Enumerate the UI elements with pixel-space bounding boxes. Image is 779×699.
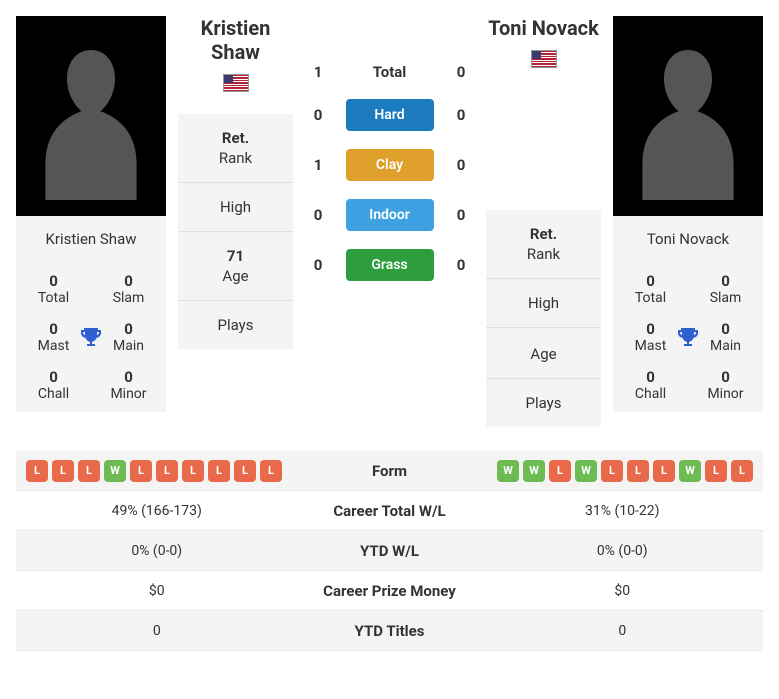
p1-titles-minor: 0 [95,368,162,386]
surface-clay-pill[interactable]: Clay [346,149,434,181]
head-to-head-header: Kristien Shaw 0Total 0Slam 0Mast 0Main 0… [16,16,763,427]
p1-titles-chall: 0 [20,368,87,386]
prize-row: $0 Career Prize Money $0 [16,571,763,611]
h2h-surface-column: 1 Total 0 0 Hard 0 1 Clay 0 0 Indoor 0 0 [305,16,474,427]
p2-rank-card: Ret.Rank [486,210,601,279]
p2-titles-minor: 0 [692,368,759,386]
trophy-icon [79,325,103,349]
surface-indoor-pill[interactable]: Indoor [346,199,434,231]
p2-age-card: Age [486,328,601,379]
p1-ytd-titles: 0 [24,623,290,639]
h2h-total-p2: 0 [448,63,474,81]
player1-flag-icon [223,74,249,92]
form-label: Form [290,462,490,480]
form-badge[interactable]: L [731,460,753,482]
p2-titles-slam: 0 [692,272,759,290]
form-badge[interactable]: L [601,460,623,482]
ytd-wl-row: 0% (0-0) YTD W/L 0% (0-0) [16,531,763,571]
h2h-total-p1: 1 [305,63,331,81]
player1-column: Kristien Shaw 0Total 0Slam 0Mast 0Main 0… [16,16,166,427]
h2h-clay-row: 1 Clay 0 [305,149,474,181]
surface-hard-pill[interactable]: Hard [346,99,434,131]
h2h-indoor-row: 0 Indoor 0 [305,199,474,231]
career-wl-row: 49% (166-173) Career Total W/L 31% (10-2… [16,491,763,531]
player2-name-heading[interactable]: Toni Novack [486,16,601,40]
form-badge[interactable]: L [130,460,152,482]
p2-titles-main: 0 [692,320,759,338]
form-badge[interactable]: L [208,460,230,482]
p1-form: LLLWLLLLLL [24,460,290,482]
p1-titles-total: 0 [20,272,87,290]
surface-grass-pill[interactable]: Grass [346,249,434,281]
player2-column: Toni Novack 0Total 0Slam 0Mast 0Main 0Ch… [613,16,763,427]
player1-name-card[interactable]: Kristien Shaw [16,216,166,262]
p2-prize: $0 [490,583,756,599]
p1-ytd-wl: 0% (0-0) [24,543,290,559]
p2-ytd-wl: 0% (0-0) [490,543,756,559]
player1-titles-card: 0Total 0Slam 0Mast 0Main 0Chall 0Minor [16,262,166,412]
form-badge[interactable]: L [260,460,282,482]
h2h-total-row: 1 Total 0 [305,62,474,81]
player1-info-column: Kristien Shaw Ret.Rank High 71Age Plays [178,16,293,427]
form-badge[interactable]: L [705,460,727,482]
player2-titles-card: 0Total 0Slam 0Mast 0Main 0Chall 0Minor [613,262,763,412]
form-badge[interactable]: L [182,460,204,482]
p2-titles-chall: 0 [617,368,684,386]
p1-high-card: High [178,183,293,232]
player1-name-heading[interactable]: Kristien Shaw [178,16,293,64]
p2-form: WWLWLLLWLL [490,460,756,482]
player1-avatar [16,16,166,216]
p1-prize: $0 [24,583,290,599]
ytd-titles-row: 0 YTD Titles 0 [16,611,763,651]
p1-titles-slam: 0 [95,272,162,290]
player2-flag-icon [531,50,557,68]
p1-age-card: 71Age [178,232,293,301]
form-badge[interactable]: W [679,460,701,482]
form-badge[interactable]: L [52,460,74,482]
p2-titles-mast: 0 [617,320,684,338]
p2-ytd-titles: 0 [490,623,756,639]
form-badge[interactable]: L [234,460,256,482]
form-badge[interactable]: L [653,460,675,482]
p1-career-wl: 49% (166-173) [24,503,290,519]
p1-rank-card: Ret.Rank [178,114,293,183]
p1-plays-card: Plays [178,301,293,349]
p1-titles-main: 0 [95,320,162,338]
form-badge[interactable]: W [497,460,519,482]
p1-titles-mast: 0 [20,320,87,338]
comparison-table: LLLWLLLLLL Form WWLWLLLWLL 49% (166-173)… [16,451,763,651]
form-badge[interactable]: L [156,460,178,482]
trophy-icon [676,325,700,349]
player2-avatar [613,16,763,216]
form-row: LLLWLLLLLL Form WWLWLLLWLL [16,451,763,491]
form-badge[interactable]: L [627,460,649,482]
p2-career-wl: 31% (10-22) [490,503,756,519]
h2h-total-label: Total [373,63,407,81]
form-badge[interactable]: L [78,460,100,482]
player2-info-column: Toni Novack Ret.Rank High Age Plays [486,16,601,427]
h2h-hard-row: 0 Hard 0 [305,99,474,131]
p2-high-card: High [486,279,601,328]
p2-titles-total: 0 [617,272,684,290]
form-badge[interactable]: L [26,460,48,482]
form-badge[interactable]: W [523,460,545,482]
h2h-grass-row: 0 Grass 0 [305,249,474,281]
form-badge[interactable]: L [549,460,571,482]
form-badge[interactable]: W [104,460,126,482]
player2-name-card[interactable]: Toni Novack [613,216,763,262]
form-badge[interactable]: W [575,460,597,482]
p2-plays-card: Plays [486,379,601,427]
